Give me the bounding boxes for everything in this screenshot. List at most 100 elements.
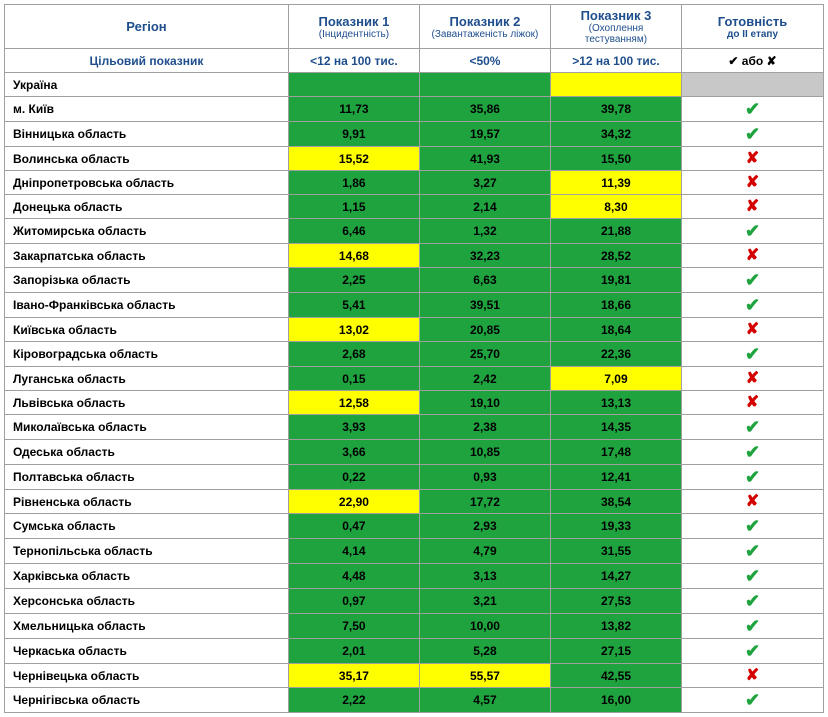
cross-icon: ✘ <box>746 248 759 264</box>
header-ind3: Показник 3 (Охоплення тестуванням) <box>550 5 681 49</box>
check-icon: ✔ <box>745 517 760 535</box>
ind3-cell: 12,41 <box>550 465 681 490</box>
ind1-cell: 11,73 <box>288 97 419 122</box>
table-row: Сумська область0,472,9319,33✔ <box>5 514 824 539</box>
header-ready-sub: до ІІ етапу <box>688 29 817 40</box>
ind3-cell: 7,09 <box>550 367 681 391</box>
ind1-cell <box>288 73 419 97</box>
ind2-cell: 4,57 <box>419 688 550 713</box>
table-row: Черкаська область2,015,2827,15✔ <box>5 639 824 664</box>
ind2-cell: 41,93 <box>419 147 550 171</box>
check-icon: ✔ <box>745 296 760 314</box>
cross-icon: ✘ <box>746 199 759 215</box>
ind3-cell: 16,00 <box>550 688 681 713</box>
ready-cell: ✘ <box>682 318 824 342</box>
ind1-cell: 13,02 <box>288 318 419 342</box>
ind3-cell: 19,81 <box>550 268 681 293</box>
region-cell: Волинська область <box>5 147 289 171</box>
target-ind3: >12 на 100 тис. <box>550 49 681 73</box>
legend-check-icon: ✔ <box>728 54 738 68</box>
ready-cell <box>682 73 824 97</box>
ind3-cell: 14,27 <box>550 564 681 589</box>
header-row: Регіон Показник 1 (Інцидентність) Показн… <box>5 5 824 49</box>
ind2-cell: 39,51 <box>419 293 550 318</box>
region-cell: Донецька область <box>5 195 289 219</box>
ind2-cell: 0,93 <box>419 465 550 490</box>
ind1-cell: 4,14 <box>288 539 419 564</box>
ind3-cell: 19,33 <box>550 514 681 539</box>
target-label: Цільовий показник <box>5 49 289 73</box>
ind3-cell <box>550 73 681 97</box>
table-row-ukraine: Україна <box>5 73 824 97</box>
region-cell: Черкаська область <box>5 639 289 664</box>
target-ind1: <12 на 100 тис. <box>288 49 419 73</box>
ready-cell: ✔ <box>682 589 824 614</box>
table-row: Чернівецька область35,1755,5742,55✘ <box>5 664 824 688</box>
check-icon: ✔ <box>745 468 760 486</box>
check-icon: ✔ <box>745 271 760 289</box>
region-cell: Вінницька область <box>5 122 289 147</box>
ind3-cell: 8,30 <box>550 195 681 219</box>
cross-icon: ✘ <box>746 151 759 167</box>
region-cell: Сумська область <box>5 514 289 539</box>
check-icon: ✔ <box>745 592 760 610</box>
table-row: Донецька область1,152,148,30✘ <box>5 195 824 219</box>
ind1-cell: 2,68 <box>288 342 419 367</box>
ind3-cell: 34,32 <box>550 122 681 147</box>
table-row: Луганська область0,152,427,09✘ <box>5 367 824 391</box>
ind3-cell: 18,66 <box>550 293 681 318</box>
target-row: Цільовий показник <12 на 100 тис. <50% >… <box>5 49 824 73</box>
table-row: Хмельницька область7,5010,0013,82✔ <box>5 614 824 639</box>
region-cell: Дніпропетровська область <box>5 171 289 195</box>
table-row: Київська область13,0220,8518,64✘ <box>5 318 824 342</box>
check-icon: ✔ <box>745 642 760 660</box>
header-region: Регіон <box>5 5 289 49</box>
ind3-cell: 13,13 <box>550 391 681 415</box>
check-icon: ✔ <box>745 691 760 709</box>
ind1-cell: 2,25 <box>288 268 419 293</box>
ind1-cell: 12,58 <box>288 391 419 415</box>
table-row: Дніпропетровська область1,863,2711,39✘ <box>5 171 824 195</box>
cross-icon: ✘ <box>746 371 759 387</box>
region-cell: Херсонська область <box>5 589 289 614</box>
region-cell: Хмельницька область <box>5 614 289 639</box>
region-cell: Чернігівська область <box>5 688 289 713</box>
header-region-label: Регіон <box>126 19 166 34</box>
region-cell: Житомирська область <box>5 219 289 244</box>
ind2-cell: 4,79 <box>419 539 550 564</box>
region-cell: Запорізька область <box>5 268 289 293</box>
ind2-cell: 20,85 <box>419 318 550 342</box>
ind2-cell: 32,23 <box>419 244 550 268</box>
header-ind1-sub: (Інцидентність) <box>295 29 413 40</box>
ind2-cell: 17,72 <box>419 490 550 514</box>
table-row: Херсонська область0,973,2127,53✔ <box>5 589 824 614</box>
ind2-cell: 35,86 <box>419 97 550 122</box>
ind2-cell: 1,32 <box>419 219 550 244</box>
ind3-cell: 38,54 <box>550 490 681 514</box>
ind2-cell: 10,85 <box>419 440 550 465</box>
ready-cell: ✘ <box>682 147 824 171</box>
ind1-cell: 0,97 <box>288 589 419 614</box>
check-icon: ✔ <box>745 443 760 461</box>
cross-icon: ✘ <box>746 494 759 510</box>
table-row: Запорізька область2,256,6319,81 ✔ <box>5 268 824 293</box>
ready-cell: ✔ <box>682 97 824 122</box>
header-ind2-label: Показник 2 <box>450 14 521 29</box>
cross-icon: ✘ <box>746 395 759 411</box>
ready-cell: ✔ <box>682 564 824 589</box>
table-row: Івано-Франківська область5,4139,5118,66✔ <box>5 293 824 318</box>
table-row: Волинська область15,5241,9315,50✘ <box>5 147 824 171</box>
ind3-cell: 22,36 <box>550 342 681 367</box>
ready-cell: ✔ <box>682 415 824 440</box>
ind3-cell: 11,39 <box>550 171 681 195</box>
region-cell: Рівненська область <box>5 490 289 514</box>
ind1-cell: 22,90 <box>288 490 419 514</box>
region-cell: Закарпатська область <box>5 244 289 268</box>
table-row: Житомирська область6,461,3221,88✔ <box>5 219 824 244</box>
ind2-cell: 6,63 <box>419 268 550 293</box>
table-row: Рівненська область22,9017,7238,54 ✘ <box>5 490 824 514</box>
ind3-cell: 15,50 <box>550 147 681 171</box>
ind1-cell: 7,50 <box>288 614 419 639</box>
check-icon: ✔ <box>745 542 760 560</box>
ready-cell: ✘ <box>682 664 824 688</box>
